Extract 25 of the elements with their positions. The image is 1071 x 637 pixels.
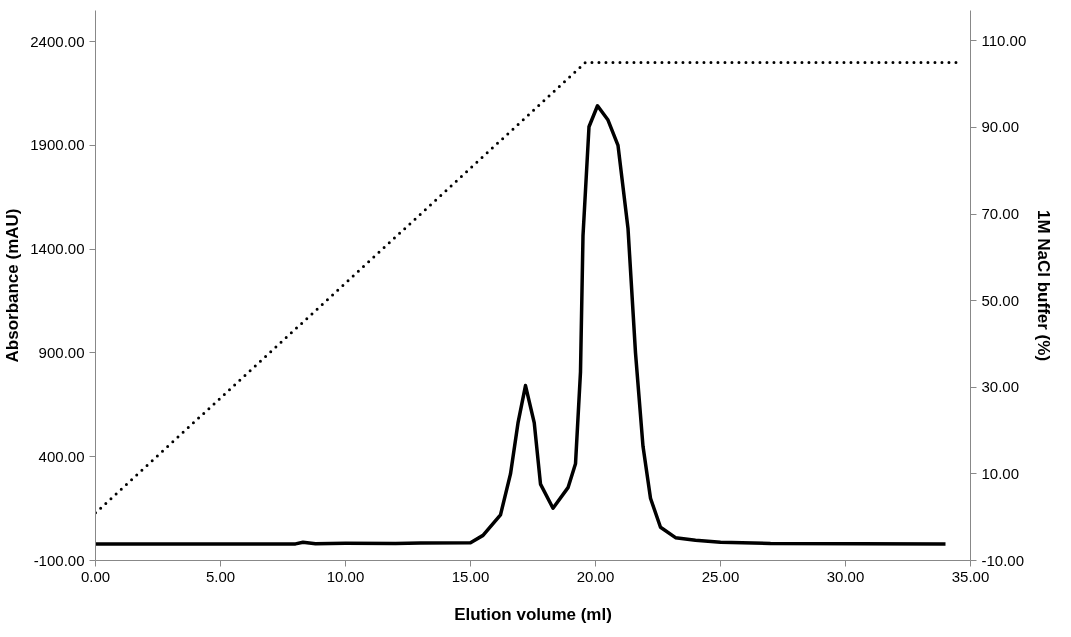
x-tick-label: 30.00 [826,567,865,585]
y2-tick-label: 110.00 [981,31,1027,49]
x-tick-label: 10.00 [326,567,365,585]
y-tick-label: 1400.00 [30,240,85,258]
x-axis-title: Elution volume (ml) [454,604,612,624]
x-tick-label: 5.00 [205,567,236,585]
x-tick-label: 25.00 [701,567,740,585]
y2-tick-label: 70.00 [981,205,1020,223]
y2-tick-label: 50.00 [981,291,1020,309]
y-tick-label: 400.00 [38,447,85,465]
y-tick-label: -100.00 [33,551,85,569]
y-tick-label: 900.00 [38,343,85,361]
y2-tick-label: 90.00 [981,118,1020,136]
y2-axis-title: 1M NaCl buffer (%) [1034,209,1054,362]
line-series [95,104,948,546]
x-tick-label: 35.00 [951,567,990,585]
y-tick-label: 1900.00 [30,136,85,154]
y2-tick-label: 30.00 [981,378,1020,396]
y-axis-title: Absorbance (mAU) [3,208,23,363]
y2-tick-label: -10.00 [981,551,1025,569]
x-tick-label: 20.00 [576,567,615,585]
x-tick-label: 0.00 [80,567,111,585]
y-tick-label: 2400.00 [30,32,85,50]
y2-tick-label: 10.00 [981,464,1020,482]
x-tick-label: 15.00 [451,567,490,585]
